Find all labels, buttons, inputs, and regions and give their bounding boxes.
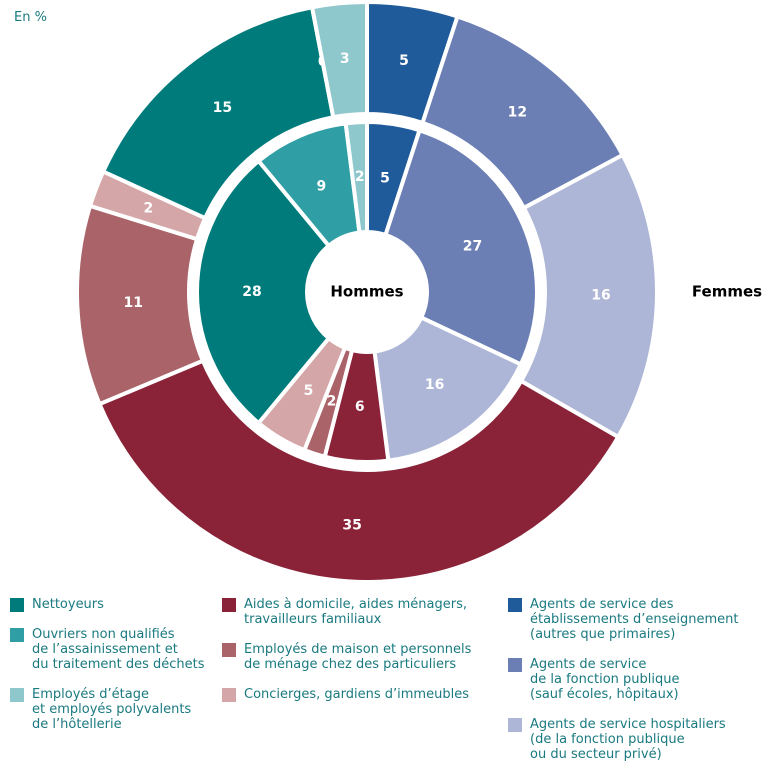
legend-swatch	[10, 598, 24, 612]
data-label: 27	[463, 238, 482, 254]
legend-label: Agents de service hospitaliers (de la fo…	[530, 717, 726, 762]
slice	[96, 358, 621, 584]
legend-label: Concierges, gardiens d’immeubles	[244, 687, 469, 702]
subtitle: En %	[14, 10, 47, 25]
slice	[309, 0, 369, 120]
legend-swatch	[508, 598, 522, 612]
legend-label: Ouvriers non qualifiés de l’assainisseme…	[32, 627, 205, 672]
data-label: 9	[316, 178, 326, 194]
slice	[372, 314, 524, 463]
legend-swatch	[222, 643, 236, 657]
legend-swatch	[10, 628, 24, 642]
data-label: 5	[380, 170, 390, 186]
data-label: 15	[213, 100, 232, 116]
data-label: 16	[591, 288, 610, 304]
data-label: 2	[327, 393, 337, 409]
slice	[383, 127, 539, 368]
legend-swatch	[222, 688, 236, 702]
legend-label: Agents de service de la fonction publiqu…	[530, 657, 680, 702]
data-label: 16	[425, 377, 444, 393]
data-label: 3	[340, 51, 350, 67]
data-label: 11	[124, 295, 143, 311]
legend-label: Employés de maison et personnels de ména…	[244, 642, 472, 672]
data-label: 2	[355, 169, 365, 185]
data-label: 35	[342, 518, 361, 534]
series-label: Hommes	[330, 283, 403, 301]
legend-label: Agents de service des établissements d’e…	[530, 597, 739, 642]
legend-label: Aides à domicile, aides ménagers, travai…	[244, 597, 467, 627]
legend-swatch	[10, 688, 24, 702]
legend-swatch	[508, 658, 522, 672]
slice	[195, 158, 332, 426]
data-label: 28	[242, 284, 261, 300]
data-label: 5	[399, 53, 409, 69]
legend-label: Nettoyeurs	[32, 597, 104, 612]
legend-swatch	[222, 598, 236, 612]
legend-label: Employés d’étage et employés polyvalents…	[32, 687, 192, 732]
data-label: 5	[304, 383, 314, 399]
series-label: Femmes	[692, 283, 762, 301]
chart: 52716625289251216351121503HommesFemmes	[75, 0, 762, 584]
legend-swatch	[508, 718, 522, 732]
data-label: 6	[355, 399, 365, 415]
slice	[343, 119, 369, 235]
data-label: 2	[144, 200, 154, 216]
data-label: 12	[508, 105, 527, 121]
